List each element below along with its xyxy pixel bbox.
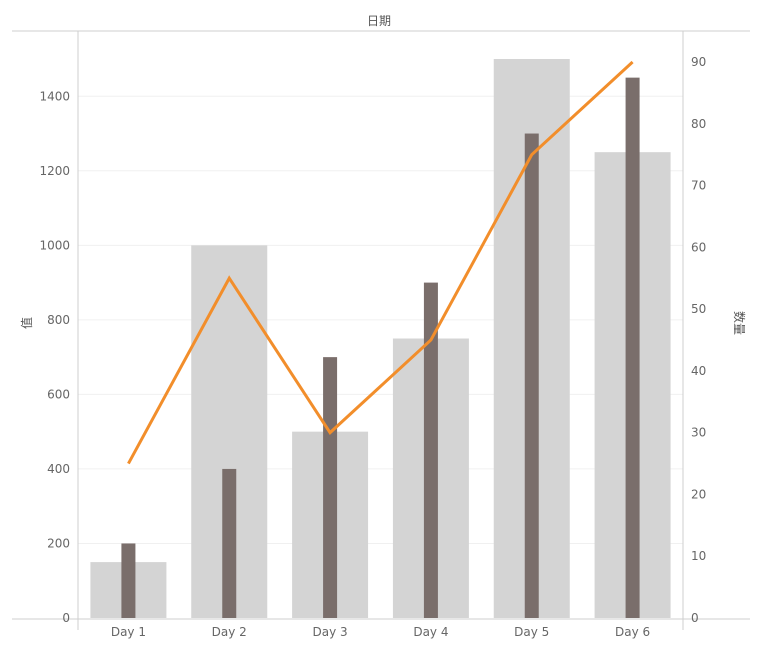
narrow-bar (222, 468, 237, 618)
y-tick-right-label: 10 (691, 549, 706, 563)
narrow-bar (121, 543, 136, 618)
wide-bars (90, 59, 671, 619)
axes (12, 30, 750, 630)
tick-labels: 0 200 400 600 800 1000 1200 1400 0 10 20 30 40 50 60 70… (39, 55, 706, 639)
y-tick-left-label: 400 (47, 462, 70, 476)
narrow-bar (625, 77, 640, 619)
y-tick-right-label: 30 (691, 426, 706, 440)
line-series-path (127, 60, 634, 465)
y-axis-left-label: 值 (19, 317, 34, 329)
y-tick-left-label: 1400 (39, 89, 70, 103)
narrow-bar (423, 282, 438, 618)
y-tick-right-label: 20 (691, 487, 706, 501)
y-tick-left-label: 1200 (39, 164, 70, 178)
y-tick-right-label: 0 (691, 611, 699, 625)
x-tick-label: Day 5 (514, 625, 549, 639)
narrow-bars (121, 77, 640, 619)
y-tick-left-label: 1000 (39, 238, 70, 252)
y-axis-right-label: 数量 (732, 311, 747, 335)
y-tick-right-label: 50 (691, 302, 706, 316)
y-tick-right-label: 90 (691, 55, 706, 69)
y-tick-right-label: 80 (691, 117, 706, 131)
x-tick-label: Day 2 (212, 625, 247, 639)
x-tick-label: Day 6 (615, 625, 650, 639)
y-tick-right-label: 40 (691, 364, 706, 378)
x-tick-label: Day 4 (413, 625, 448, 639)
x-tick-label: Day 3 (313, 625, 348, 639)
y-tick-right-label: 70 (691, 179, 706, 193)
y-tick-left-label: 800 (47, 313, 70, 327)
x-tick-label: Day 1 (111, 625, 146, 639)
y-tick-left-label: 600 (47, 387, 70, 401)
chart-title: 日期 (367, 14, 391, 28)
narrow-bar (323, 357, 338, 618)
y-tick-right-label: 60 (691, 240, 706, 254)
narrow-bar (524, 133, 539, 619)
y-tick-left-label: 200 (47, 536, 70, 550)
line-series (127, 60, 634, 465)
gridlines (78, 95, 683, 544)
y-tick-left-label: 0 (62, 611, 70, 625)
